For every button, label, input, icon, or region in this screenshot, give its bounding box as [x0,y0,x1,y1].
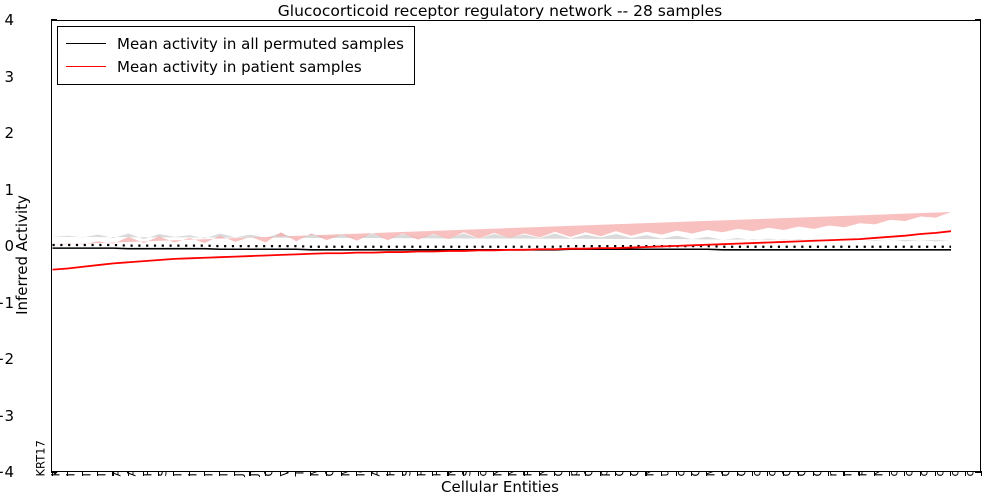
x-tick-mark [919,471,921,476]
x-tick-mark [97,471,99,476]
y-tick-label: −1 [0,293,14,312]
y-tick-label: 0 [4,237,14,255]
x-tick-mark [264,471,266,476]
x-tick-mark [310,471,312,476]
series-canvas [52,211,952,271]
x-tick-mark [508,471,510,476]
x-tick-mark [721,471,723,476]
x-tick-mark [477,471,480,476]
x-tick-mark [295,471,297,476]
x-tick-mark [675,471,677,476]
x-tick-mark [66,471,68,476]
y-tick-label: −4 [0,463,14,481]
x-tick-mark [584,471,586,476]
x-tick-mark [599,471,601,476]
x-tick-mark [873,471,875,476]
legend: Mean activity in all permuted samples Me… [57,26,415,85]
x-tick-mark [249,471,251,476]
x-tick-mark [828,471,830,476]
x-tick-mark [51,471,53,476]
y-tick-label: −2 [0,350,14,368]
x-tick-mark [279,471,282,476]
confidence-band [52,211,952,245]
x-tick-mark [843,471,845,476]
series-markers [52,243,952,248]
y-tick-mark [975,19,981,21]
y-axis-label: Inferred Activity [13,195,31,315]
x-tick-mark [538,471,540,476]
x-tick-mark [386,471,388,476]
x-tick-mark [736,471,738,476]
x-tick-mark [173,471,175,476]
x-tick-mark [645,471,647,476]
x-tick-mark [965,471,967,476]
x-tick-mark [614,471,617,476]
x-tick-mark [812,471,815,476]
y-tick-label: 3 [4,67,14,86]
x-tick-mark [934,471,936,476]
x-tick-mark [493,471,495,476]
x-tick-mark [401,471,403,476]
x-tick-mark [630,471,632,476]
x-tick-mark [447,471,449,476]
x-tick-mark [782,471,784,476]
x-tick-mark [569,471,571,476]
legend-label-permuted: Mean activity in all permuted samples [117,34,404,53]
x-tick-mark [767,471,769,476]
x-tick-mark [142,471,144,476]
x-tick-label: KRT17 [33,439,48,476]
x-tick-mark [188,471,190,476]
x-tick-mark [523,471,525,476]
x-tick-mark [980,471,982,476]
x-tick-mark [752,471,754,476]
x-tick-mark [203,471,205,476]
x-tick-mark [691,471,693,476]
y-tick-mark [51,19,57,21]
x-tick-mark [219,471,221,476]
y-tick-label: 4 [4,11,14,29]
x-tick-mark [371,471,373,476]
x-axis-label: Cellular Entities [441,478,559,496]
x-tick-mark [81,471,84,476]
y-tick-label: −3 [0,406,14,425]
legend-swatch-patient [66,66,106,67]
x-tick-mark [706,471,708,476]
x-tick-mark [858,471,860,476]
x-tick-mark [797,471,799,476]
x-tick-mark [904,471,906,476]
legend-label-patient: Mean activity in patient samples [117,57,362,76]
x-tick-mark [417,471,419,476]
x-tick-mark [158,471,160,476]
series-line [52,230,952,271]
x-tick-mark [462,471,464,476]
x-tick-mark [325,471,327,476]
legend-swatch-permuted [66,43,106,44]
chart-title: Glucocorticoid receptor regulatory netwo… [277,2,723,20]
x-tick-mark [660,471,662,476]
x-tick-mark [950,471,952,476]
plot-area [51,20,981,472]
x-tick-mark [554,471,556,476]
x-tick-mark [112,471,114,476]
legend-entry-patient: Mean activity in patient samples [66,55,404,78]
x-tick-mark [340,471,342,476]
y-tick-label: 1 [4,180,14,199]
x-tick-mark [432,471,434,476]
x-tick-mark [356,471,358,476]
legend-entry-permuted: Mean activity in all permuted samples [66,32,404,55]
x-tick-mark [889,471,891,476]
x-tick-mark [234,471,236,476]
x-tick-mark [127,471,129,476]
y-tick-label: 2 [4,124,14,142]
